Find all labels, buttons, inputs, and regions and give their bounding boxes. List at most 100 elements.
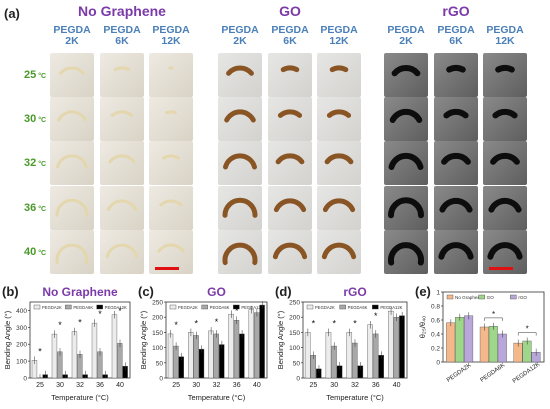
bar <box>249 310 254 378</box>
sample-photo <box>218 186 262 230</box>
column-label: PEGDA 2K <box>46 25 98 47</box>
x-tick-label: 36 <box>233 382 241 389</box>
hydrogel-strip <box>329 112 348 115</box>
significance-star: * <box>195 318 199 328</box>
bar <box>373 334 378 378</box>
hydrogel-strip <box>161 201 181 205</box>
row-temp-unit: °C <box>36 73 46 80</box>
hydrogel-strip <box>225 200 255 215</box>
sample-photo <box>218 141 262 185</box>
significance-star: * <box>332 318 336 328</box>
bar <box>208 331 213 378</box>
legend-swatch <box>202 305 208 309</box>
column-label: PEGDA 2K <box>380 25 432 47</box>
y-tick-label: 50 <box>293 360 301 367</box>
scale-bar <box>489 267 513 270</box>
y-tick-label: 100 <box>289 345 300 352</box>
sample-photo <box>317 141 361 185</box>
bar <box>229 314 234 378</box>
bar <box>92 323 97 378</box>
panel-label: (b) <box>2 284 19 299</box>
y-tick-label: 0.4 <box>431 332 440 339</box>
hydrogel-strip <box>226 156 255 167</box>
x-tick-label: 30 <box>56 382 64 389</box>
hydrogel-strip <box>325 201 352 210</box>
bar <box>194 335 199 378</box>
significance-star: * <box>174 320 178 330</box>
sample-photo <box>100 141 144 185</box>
significance-star: * <box>215 317 219 327</box>
bar <box>117 343 122 378</box>
bar <box>219 345 224 378</box>
x-tick-label: 30 <box>192 382 200 389</box>
hydrogel-strip <box>159 245 184 251</box>
bar <box>367 325 372 378</box>
hydrogel-strip <box>110 156 134 162</box>
scale-bar <box>155 267 179 270</box>
legend-label: PEGDA6K <box>210 305 230 310</box>
significance-star: * <box>353 318 357 328</box>
bar <box>260 305 265 378</box>
significance-star: * <box>526 325 529 334</box>
bar <box>464 316 473 362</box>
sample-photo <box>317 230 361 274</box>
column-label: PEGDA 2K <box>214 25 266 47</box>
hydrogel-strip <box>276 201 303 210</box>
significance-star: * <box>118 306 122 316</box>
legend-label: PEGDA12K <box>105 305 127 310</box>
x-axis-label: Temperature (°C) <box>51 393 109 402</box>
column-label: PEGDA 6K <box>430 25 482 47</box>
sample-photo <box>317 53 361 97</box>
bar <box>489 326 498 362</box>
row-temp-unit: °C <box>36 250 46 257</box>
x-tick-label: 40 <box>393 382 401 389</box>
column-label: PEGDA 6K <box>264 25 316 47</box>
legend-label: GO <box>487 295 495 300</box>
sample-photo <box>483 186 527 230</box>
y-tick-label: 0.6 <box>431 318 440 325</box>
panel-label: (e) <box>415 284 431 299</box>
row-temp-unit: °C <box>36 206 46 213</box>
hydrogel-strip <box>278 156 302 162</box>
chart-title: No Graphene <box>42 285 118 299</box>
bar <box>199 349 204 378</box>
sample-photo <box>218 97 262 141</box>
y-axis-label: θ₂₅/θ₄₀ <box>418 316 427 339</box>
column-label: PEGDA 12K <box>145 25 197 47</box>
legend-swatch <box>340 305 346 309</box>
hydrogel-strip <box>225 245 255 262</box>
sample-photo <box>268 53 312 97</box>
hydrogel-strip <box>395 68 418 73</box>
sample-photo <box>483 141 527 185</box>
hydrogel-strip <box>446 112 465 115</box>
hydrogel-strip <box>61 68 84 73</box>
sample-photo <box>268 97 312 141</box>
bar <box>326 332 331 378</box>
row-temp-value: 36 <box>24 202 36 214</box>
hydrogel-strip <box>324 245 353 257</box>
significance-star: * <box>58 320 62 330</box>
panel-label: (d) <box>275 284 292 299</box>
y-tick-label: 0.2 <box>431 346 440 353</box>
legend-label: PEGDA6K <box>73 305 93 310</box>
bar <box>188 332 193 378</box>
x-axis-label: Temperature (°C) <box>326 393 384 402</box>
x-tick-label: 40 <box>116 382 124 389</box>
hydrogel-strip <box>392 156 421 167</box>
sample-photo <box>100 230 144 274</box>
bar <box>239 334 244 378</box>
column-label: PEGDA 12K <box>313 25 365 47</box>
row-temp-value: 32 <box>24 157 36 169</box>
bar <box>305 332 310 378</box>
bar <box>112 315 117 378</box>
sample-photo <box>317 186 361 230</box>
sample-photo <box>50 230 94 274</box>
y-tick-label: 400 <box>16 308 27 315</box>
bar <box>168 334 173 378</box>
bar <box>480 327 489 362</box>
bar <box>352 343 357 378</box>
hydrogel-strip <box>107 245 136 257</box>
